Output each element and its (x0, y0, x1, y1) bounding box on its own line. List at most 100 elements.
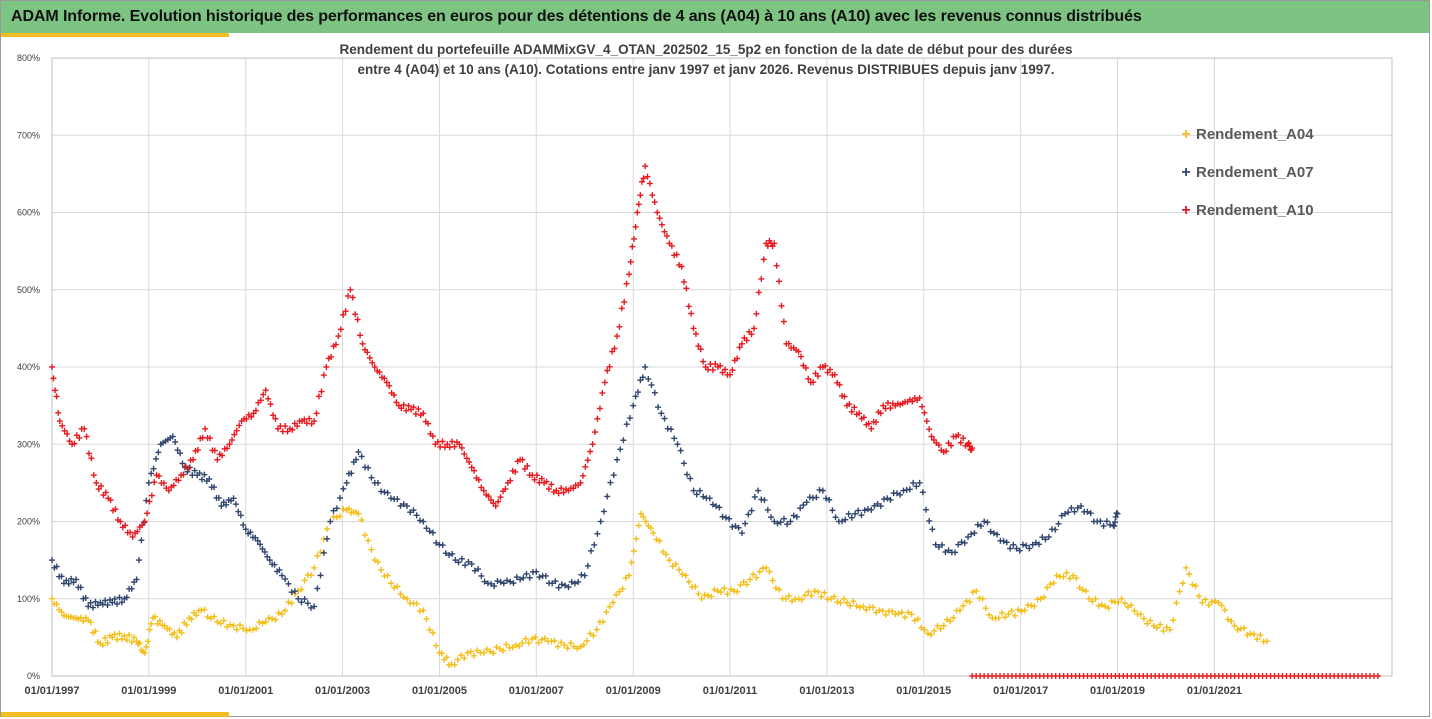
data-point-interp (606, 603, 613, 610)
data-point-interp (910, 479, 917, 486)
data-point-interp (231, 431, 238, 438)
data-point-interp (801, 592, 808, 599)
data-point (1037, 595, 1044, 602)
data-point-interp (512, 468, 519, 475)
data-point-interp (661, 228, 668, 235)
data-point-interp (285, 580, 292, 587)
data-point (109, 599, 116, 606)
data-point-interp (774, 520, 781, 527)
data-point-interp (201, 606, 208, 613)
data-point-interp (104, 602, 111, 609)
data-point (1231, 622, 1238, 629)
data-point-interp (357, 332, 364, 339)
data-point-interp (661, 415, 668, 422)
zero-point (1374, 673, 1381, 679)
data-point-interp (531, 476, 538, 483)
data-point-interp (248, 413, 255, 420)
data-point (327, 518, 334, 525)
data-point-interp (227, 621, 234, 628)
data-point-interp (909, 398, 916, 405)
y-tick-label: 800% (17, 53, 40, 63)
data-point-interp (918, 624, 925, 631)
data-point-interp (575, 578, 582, 585)
data-point-interp (902, 614, 909, 621)
data-point (940, 622, 947, 629)
data-point-interp (307, 604, 314, 611)
data-point-interp (851, 404, 858, 411)
data-point (133, 576, 140, 583)
data-point (843, 599, 850, 606)
data-point-interp (600, 618, 607, 625)
data-point-interp (466, 459, 473, 466)
data-point-interp (858, 512, 865, 519)
data-point (262, 387, 269, 394)
x-tick-label: 01/01/2005 (412, 685, 467, 697)
data-point-interp (123, 594, 130, 601)
data-point-interp (171, 629, 178, 636)
data-point-interp (839, 518, 846, 525)
data-point (1005, 611, 1012, 618)
data-point-interp (1098, 601, 1105, 608)
data-point-interp (345, 505, 352, 512)
data-point-interp (805, 375, 812, 382)
x-tick-label: 01/01/2019 (1090, 685, 1145, 697)
data-point-interp (324, 525, 331, 532)
data-point-interp (594, 530, 601, 537)
data-point-interp (1195, 593, 1202, 600)
data-point-interp (146, 626, 153, 633)
data-point-interp (1115, 599, 1122, 606)
data-point-interp (198, 476, 205, 483)
data-point-interp (307, 572, 314, 579)
data-point-interp (358, 517, 365, 524)
data-point-interp (374, 558, 381, 565)
data-point-interp (77, 584, 84, 591)
data-point-interp (1176, 588, 1183, 595)
data-point-interp (645, 376, 652, 383)
data-point-interp (1032, 539, 1039, 546)
data-point-interp (574, 645, 581, 652)
data-point-interp (53, 563, 60, 570)
data-point-interp (188, 616, 195, 623)
data-point-interp (465, 558, 472, 565)
data-point (892, 611, 899, 618)
data-point-interp (712, 360, 719, 367)
data-point-interp (87, 619, 94, 626)
data-point-interp (451, 661, 458, 668)
data-point-interp (487, 497, 494, 504)
data-point-interp (102, 635, 109, 642)
data-point-interp (439, 542, 446, 549)
data-point-interp (915, 615, 922, 622)
data-point-interp (860, 414, 867, 421)
data-point-interp (294, 423, 301, 430)
data-point-interp (470, 652, 477, 659)
data-point-interp (793, 513, 800, 520)
data-point-interp (685, 303, 692, 310)
data-point-interp (1060, 573, 1067, 580)
data-point (1183, 564, 1190, 571)
data-point-interp (837, 599, 844, 606)
data-point (803, 499, 810, 506)
data-point (831, 371, 838, 378)
data-point-interp (306, 415, 313, 422)
data-point-interp (519, 456, 526, 463)
data-point-interp (384, 572, 391, 579)
data-point-interp (995, 615, 1002, 622)
data-point-interp (224, 623, 231, 630)
data-point-interp (519, 640, 526, 647)
x-tick-label: 01/01/2011 (703, 685, 757, 697)
data-point-interp (116, 594, 123, 601)
data-point-interp (802, 364, 809, 371)
data-point-interp (827, 366, 834, 373)
data-point-interp (1089, 598, 1096, 605)
data-point-interp (832, 514, 839, 521)
data-point-interp (692, 330, 699, 337)
data-point (387, 580, 394, 587)
data-point (642, 163, 649, 170)
data-point-interp (301, 577, 308, 584)
data-point-interp (816, 486, 823, 493)
data-point-interp (604, 367, 611, 374)
data-point-interp (745, 511, 752, 518)
data-point-interp (596, 405, 603, 412)
x-tick-label: 01/01/2001 (218, 685, 273, 697)
data-point-interp (180, 471, 187, 478)
